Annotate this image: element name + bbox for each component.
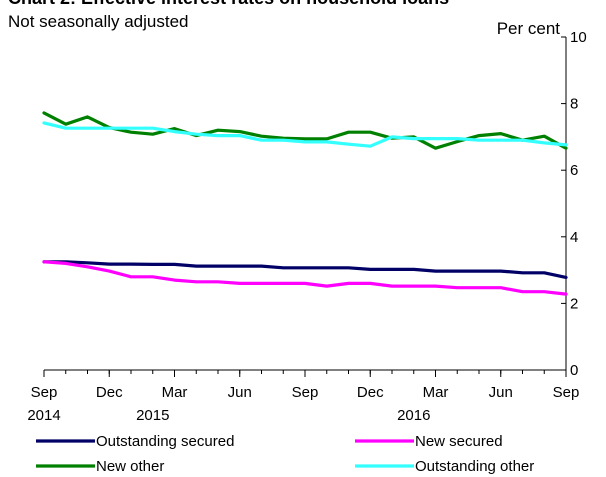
x-tick-label: Sep bbox=[292, 384, 319, 401]
x-tick-label: Dec bbox=[357, 384, 384, 401]
chart-subtitle: Not seasonally adjusted bbox=[8, 12, 189, 31]
x-tick-label: Jun bbox=[228, 384, 252, 401]
y-tick-label: 0 bbox=[570, 362, 578, 379]
legend-label: Outstanding secured bbox=[96, 433, 234, 450]
series-line-new-other bbox=[42, 111, 568, 150]
x-tick-label: Dec bbox=[96, 384, 123, 401]
legend-label: New other bbox=[96, 458, 164, 475]
y-tick-label: 8 bbox=[570, 96, 578, 113]
x-tick-label: Mar bbox=[162, 384, 188, 401]
series-line-outstanding-secured bbox=[42, 260, 568, 279]
legend-label: Outstanding other bbox=[415, 458, 534, 475]
y-axis-label: Per cent bbox=[497, 19, 561, 38]
legend-label: New secured bbox=[415, 433, 503, 450]
y-tick-label: 2 bbox=[570, 295, 578, 312]
x-year-label: 2016 bbox=[397, 407, 430, 424]
y-tick-label: 10 bbox=[570, 29, 587, 46]
x-year-label: 2015 bbox=[136, 407, 169, 424]
chart-title: Chart 2: Effective interest rates on hou… bbox=[8, 0, 449, 9]
x-tick-label: Sep bbox=[553, 384, 580, 401]
x-year-label: 2014 bbox=[27, 407, 60, 424]
x-tick-label: Mar bbox=[423, 384, 449, 401]
x-tick-label: Sep bbox=[31, 384, 58, 401]
x-tick-label: Jun bbox=[489, 384, 513, 401]
series-line-outstanding-other bbox=[42, 121, 568, 148]
y-tick-label: 6 bbox=[570, 162, 578, 179]
y-tick-label: 4 bbox=[570, 229, 578, 246]
series-line-new-secured bbox=[42, 260, 568, 296]
